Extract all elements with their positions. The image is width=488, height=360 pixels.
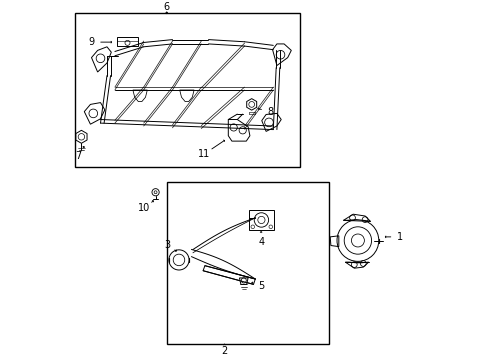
Text: 1: 1 (396, 232, 402, 242)
Text: 11: 11 (198, 149, 210, 159)
Bar (249, 210, 273, 230)
Bar (75, 13, 300, 167)
Polygon shape (345, 262, 368, 268)
Text: 9: 9 (88, 37, 94, 47)
Text: 10: 10 (138, 203, 150, 213)
Bar (167, 182, 328, 344)
Bar (117, 37, 137, 46)
Polygon shape (203, 266, 255, 284)
Text: 2: 2 (221, 346, 227, 356)
Text: 3: 3 (163, 240, 170, 250)
Text: 4: 4 (258, 237, 264, 247)
Text: 6: 6 (163, 2, 169, 12)
Text: 8: 8 (267, 107, 273, 117)
Text: 7: 7 (75, 150, 81, 161)
Text: 5: 5 (258, 281, 264, 291)
Polygon shape (343, 214, 370, 221)
Polygon shape (239, 278, 247, 284)
